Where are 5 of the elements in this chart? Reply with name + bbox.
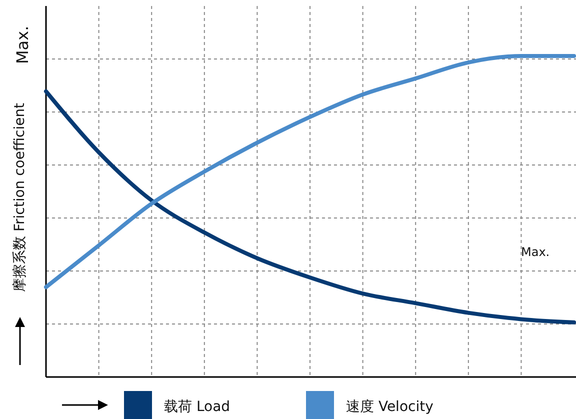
legend-label: 速度 Velocity xyxy=(346,399,434,415)
text: Max. xyxy=(13,26,32,64)
y-axis-title: 摩擦系数 Friction coefficient xyxy=(12,102,28,292)
annotation: Max. xyxy=(521,245,550,259)
legend-label: 载荷 Load xyxy=(164,399,230,415)
